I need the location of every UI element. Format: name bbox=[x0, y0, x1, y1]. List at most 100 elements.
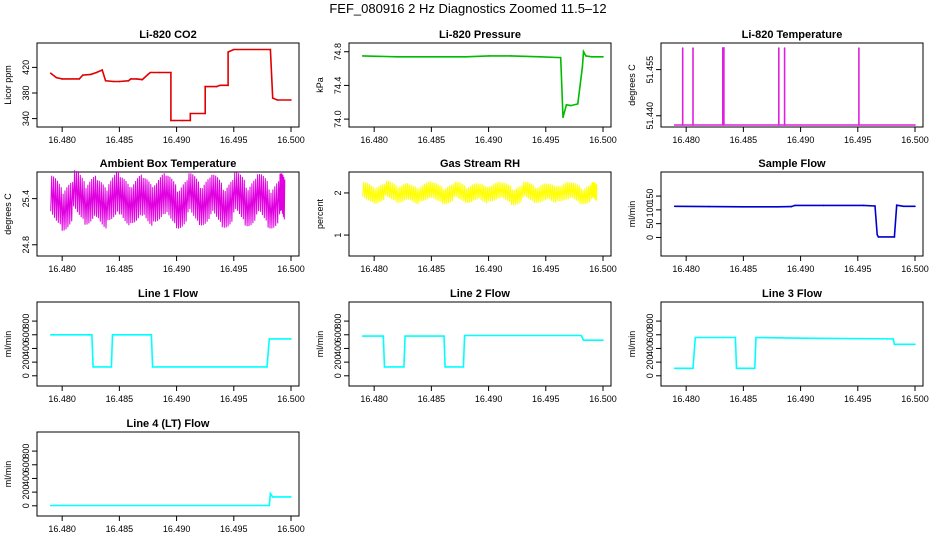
panel-2: Li-820 Pressure kPa 16.480 16.485 16.490 16.4… bbox=[315, 29, 617, 145]
x-tick-label: 16.495 bbox=[844, 135, 872, 145]
x-tick-label: 16.480 bbox=[360, 264, 388, 274]
x-tick-label: 16.495 bbox=[844, 394, 872, 404]
data-point bbox=[914, 205, 916, 208]
x-tick-label: 16.485 bbox=[730, 264, 758, 274]
data-point bbox=[914, 124, 916, 126]
data-point bbox=[708, 205, 710, 208]
data-point bbox=[444, 366, 446, 368]
series-line-1 bbox=[674, 336, 915, 370]
y-axis-label: degrees C bbox=[627, 64, 637, 106]
y-axis-label: ml/min bbox=[3, 331, 13, 358]
data-point bbox=[269, 492, 272, 495]
x-tick-label: 16.500 bbox=[277, 135, 305, 145]
series-line-1 bbox=[50, 48, 291, 122]
data-point bbox=[602, 56, 604, 58]
y-tick-label: 200 bbox=[21, 355, 31, 370]
x-tick-label: 16.485 bbox=[730, 135, 758, 145]
data-point bbox=[189, 112, 192, 115]
x-tick-label: 16.490 bbox=[475, 394, 503, 404]
y-tick-label: 24.8 bbox=[21, 236, 31, 254]
y-tick-label: 400 bbox=[333, 341, 343, 356]
data-point bbox=[742, 206, 745, 208]
x-tick-label: 16.500 bbox=[901, 135, 929, 145]
data-point bbox=[170, 119, 172, 122]
data-point bbox=[443, 335, 445, 337]
data-point bbox=[90, 73, 92, 76]
data-point bbox=[173, 119, 176, 122]
panel-10: Line 4 (LT) Flow ml/min 16.480 16.485 16.490… bbox=[3, 418, 305, 534]
data-point bbox=[82, 74, 84, 76]
x-tick-label: 16.490 bbox=[163, 524, 191, 534]
data-point bbox=[893, 343, 896, 346]
x-tick-label: 16.500 bbox=[277, 524, 305, 534]
y-tick-label: 50 bbox=[645, 219, 655, 229]
data-point bbox=[874, 205, 876, 207]
y-axis-label: percent bbox=[315, 198, 325, 229]
data-point bbox=[902, 205, 905, 208]
data-point bbox=[181, 119, 184, 122]
data-point bbox=[382, 335, 385, 337]
plot-frame bbox=[660, 42, 924, 128]
y-axis-label: ml/min bbox=[3, 461, 13, 488]
x-tick-label: 16.500 bbox=[901, 394, 929, 404]
y-axis-label: ml/min bbox=[627, 201, 637, 228]
data-point bbox=[92, 366, 94, 368]
data-point bbox=[189, 119, 192, 122]
data-point bbox=[559, 56, 562, 59]
y-tick-label: 74.8 bbox=[333, 43, 343, 61]
x-tick-label: 16.495 bbox=[220, 524, 248, 534]
panel-7: Line 1 Flow ml/min 16.480 16.485 16.490 16.49… bbox=[3, 288, 305, 404]
data-point bbox=[101, 69, 103, 71]
series-line-1 bbox=[362, 48, 603, 118]
figure-title: FEF_080916 2 Hz Diagnostics Zoomed 11.5–… bbox=[329, 1, 607, 16]
y-tick-label: 2 bbox=[333, 190, 343, 195]
data-point bbox=[822, 204, 825, 207]
data-point bbox=[91, 334, 93, 336]
y-tick-label: 0 bbox=[333, 373, 343, 378]
series-line-1 bbox=[674, 47, 915, 126]
data-point bbox=[692, 47, 694, 49]
data-point bbox=[464, 56, 467, 58]
data-point bbox=[215, 85, 218, 88]
data-point bbox=[681, 47, 684, 49]
data-point bbox=[396, 56, 398, 58]
plot-frame bbox=[660, 171, 924, 257]
x-tick-label: 16.495 bbox=[220, 394, 248, 404]
x-tick-label: 16.500 bbox=[589, 264, 617, 274]
panel-3: Li-820 Temperature degrees C 16.480 16.485 1… bbox=[627, 29, 929, 145]
data-point bbox=[681, 124, 684, 126]
y-tick-label: 600 bbox=[21, 457, 31, 472]
data-point bbox=[602, 339, 604, 342]
plot-frame bbox=[36, 301, 300, 387]
data-point bbox=[151, 366, 154, 368]
data-point bbox=[290, 496, 292, 498]
data-point bbox=[577, 103, 579, 105]
data-point bbox=[794, 204, 796, 207]
y-axis-label: ml/min bbox=[315, 331, 325, 358]
series-line-1 bbox=[50, 333, 291, 368]
data-point bbox=[268, 504, 271, 507]
data-point bbox=[110, 366, 113, 368]
data-point bbox=[862, 204, 865, 207]
data-point bbox=[673, 367, 676, 370]
data-point bbox=[204, 85, 206, 88]
y-tick-label: 0 bbox=[645, 235, 655, 240]
y-tick-label: 600 bbox=[333, 327, 343, 342]
x-tick-label: 16.490 bbox=[787, 394, 815, 404]
plot-frame bbox=[348, 301, 612, 387]
data-point bbox=[149, 71, 152, 74]
x-tick-label: 16.490 bbox=[163, 394, 191, 404]
data-point bbox=[95, 71, 98, 74]
data-point bbox=[61, 78, 63, 80]
y-tick-label: 25.4 bbox=[21, 190, 31, 208]
x-tick-label: 16.495 bbox=[532, 135, 560, 145]
x-tick-label: 16.490 bbox=[475, 135, 503, 145]
x-tick-label: 16.490 bbox=[475, 264, 503, 274]
panel-5: Gas Stream RH percent 16.480 16.485 16.490 16… bbox=[315, 158, 617, 274]
y-axis-label: ml/min bbox=[627, 331, 637, 358]
y-axis-label: kPa bbox=[315, 77, 325, 93]
x-tick-label: 16.485 bbox=[418, 394, 446, 404]
y-tick-label: 800 bbox=[333, 314, 343, 329]
x-tick-label: 16.485 bbox=[418, 264, 446, 274]
data-point bbox=[271, 97, 274, 99]
